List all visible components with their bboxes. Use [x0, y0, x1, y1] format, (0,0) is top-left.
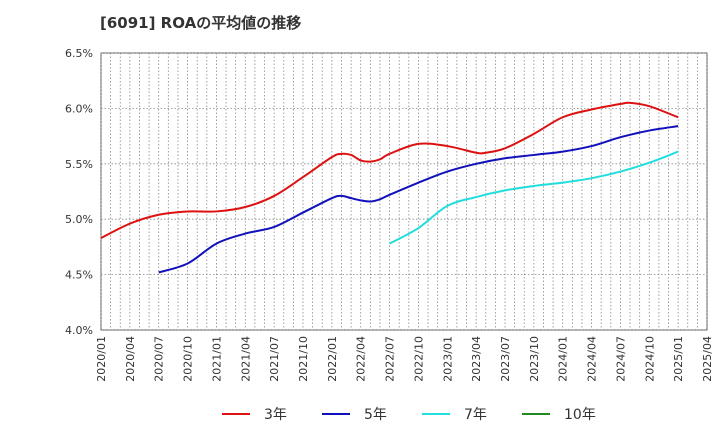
- x-tick-label: 2021/10: [297, 336, 310, 382]
- y-tick-label: 5.0%: [65, 213, 93, 226]
- legend-label: 3年: [264, 407, 287, 423]
- x-tick-label: 2022/07: [384, 336, 397, 382]
- legend: 3年 5年 7年 10年: [222, 407, 596, 423]
- series-line-7年: [389, 150, 679, 245]
- legend-label: 7年: [464, 407, 487, 423]
- x-tick-label: 2024/04: [586, 336, 599, 382]
- x-tick-label: 2020/07: [153, 336, 166, 382]
- legend-label: 5年: [364, 407, 387, 423]
- y-tick-label: 4.5%: [65, 269, 93, 282]
- legend-label: 10年: [564, 407, 596, 423]
- x-tick-label: 2023/01: [441, 336, 454, 382]
- x-tick-label: 2023/07: [499, 336, 512, 382]
- x-tick-label: 2021/07: [268, 336, 281, 382]
- y-tick-label: 6.0%: [65, 102, 93, 115]
- x-tick-label: 2020/01: [95, 336, 108, 382]
- series-lines: [100, 101, 679, 274]
- x-tick-label: 2022/04: [355, 336, 368, 382]
- x-tick-label: 2023/04: [470, 336, 483, 382]
- plot-area: [100, 52, 708, 331]
- x-tick-label: 2023/10: [528, 336, 541, 382]
- y-axis-ticks: 4.0% 4.5% 5.0% 5.5% 6.0% 6.5%: [65, 47, 93, 337]
- y-tick-label: 6.5%: [65, 47, 93, 60]
- series-line-5年: [158, 125, 679, 274]
- series-line-3年: [100, 101, 679, 239]
- x-tick-label: 2020/04: [124, 336, 137, 382]
- x-tick-label: 2021/04: [239, 336, 252, 382]
- y-tick-label: 5.5%: [65, 158, 93, 171]
- x-tick-label: 2024/07: [614, 336, 627, 382]
- chart-title: [6091] ROAの平均値の推移: [100, 14, 301, 32]
- x-tick-label: 2025/04: [701, 336, 714, 382]
- x-tick-label: 2020/10: [182, 336, 195, 382]
- x-axis-ticks: 2020/01 2020/04 2020/07 2020/10 2021/01 2021/…: [95, 336, 714, 382]
- x-tick-label: 2022/01: [326, 336, 339, 382]
- x-tick-label: 2024/10: [643, 336, 656, 382]
- x-tick-label: 2025/01: [672, 336, 685, 382]
- x-tick-label: 2024/01: [557, 336, 570, 382]
- grid-lines: [100, 52, 708, 331]
- y-tick-label: 4.0%: [65, 324, 93, 337]
- x-tick-label: 2022/10: [412, 336, 425, 382]
- x-tick-label: 2021/01: [210, 336, 223, 382]
